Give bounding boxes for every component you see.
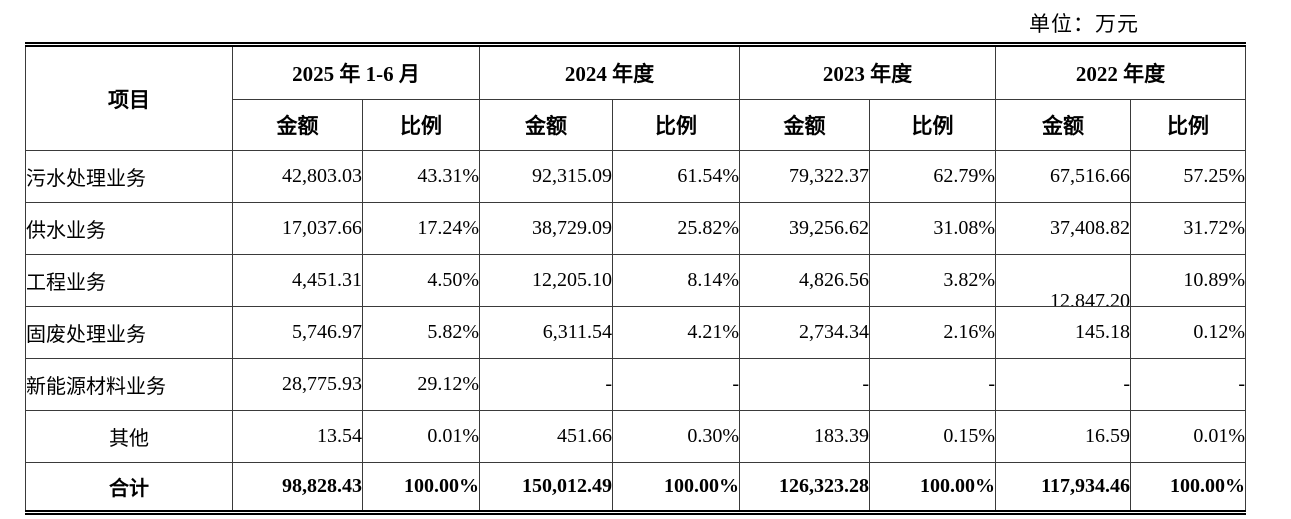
ratio-cell: 0.30% bbox=[612, 410, 740, 463]
amount-cell: - bbox=[479, 358, 613, 411]
amount-cell: 451.66 bbox=[479, 410, 613, 463]
row-label: 供水业务 bbox=[25, 202, 233, 255]
ratio-cell: 10.89% bbox=[1130, 254, 1246, 307]
ratio-cell: 100.00% bbox=[1130, 462, 1246, 513]
period-header-2023: 2023 年度 bbox=[739, 44, 996, 100]
ratio-cell: 100.00% bbox=[612, 462, 740, 513]
amount-cell: 98,828.43 bbox=[232, 462, 363, 513]
ratio-cell: 61.54% bbox=[612, 150, 740, 203]
ratio-cell: 62.79% bbox=[869, 150, 996, 203]
ratio-cell: - bbox=[612, 358, 740, 411]
amount-cell: 4,826.56 bbox=[739, 254, 870, 307]
amount-cell: 126,323.28 bbox=[739, 462, 870, 513]
amount-cell: 17,037.66 bbox=[232, 202, 363, 255]
subheader-ratio: 比例 bbox=[1130, 99, 1246, 151]
amount-cell: 183.39 bbox=[739, 410, 870, 463]
row-label: 合计 bbox=[25, 462, 233, 513]
amount-cell: 5,746.97 bbox=[232, 306, 363, 359]
amount-cell: - bbox=[995, 358, 1131, 411]
row-label: 工程业务 bbox=[25, 254, 233, 307]
subheader-amount: 金额 bbox=[232, 99, 363, 151]
ratio-cell: 17.24% bbox=[362, 202, 480, 255]
row-label: 固废处理业务 bbox=[25, 306, 233, 359]
table-row-sewage: 污水处理业务 42,803.03 43.31% 92,315.09 61.54%… bbox=[25, 150, 1246, 203]
table-row-total: 合计 98,828.43 100.00% 150,012.49 100.00% … bbox=[25, 462, 1246, 513]
ratio-cell: 0.01% bbox=[1130, 410, 1246, 463]
ratio-cell: - bbox=[1130, 358, 1246, 411]
amount-cell: 79,322.37 bbox=[739, 150, 870, 203]
amount-cell: 2,734.34 bbox=[739, 306, 870, 359]
ratio-cell: 2.16% bbox=[869, 306, 996, 359]
row-label: 污水处理业务 bbox=[25, 150, 233, 203]
period-header-2022: 2022 年度 bbox=[995, 44, 1246, 100]
amount-cell: 117,934.46 bbox=[995, 462, 1131, 513]
ratio-cell: 100.00% bbox=[362, 462, 480, 513]
amount-cell: 4,451.31 bbox=[232, 254, 363, 307]
subheader-ratio: 比例 bbox=[869, 99, 996, 151]
corner-header-item: 项目 bbox=[25, 44, 233, 151]
subheader-ratio: 比例 bbox=[362, 99, 480, 151]
ratio-cell: 100.00% bbox=[869, 462, 996, 513]
ratio-cell: 8.14% bbox=[612, 254, 740, 307]
row-label: 新能源材料业务 bbox=[25, 358, 233, 411]
subheader-ratio: 比例 bbox=[612, 99, 740, 151]
ratio-cell: 31.08% bbox=[869, 202, 996, 255]
ratio-cell: 43.31% bbox=[362, 150, 480, 203]
unit-label: 单位：万元 bbox=[1029, 12, 1139, 36]
amount-cell: 16.59 bbox=[995, 410, 1131, 463]
ratio-cell: 57.25% bbox=[1130, 150, 1246, 203]
amount-cell: 92,315.09 bbox=[479, 150, 613, 203]
table-row-water-supply: 供水业务 17,037.66 17.24% 38,729.09 25.82% 3… bbox=[25, 202, 1246, 255]
table-row-new-energy-materials: 新能源材料业务 28,775.93 29.12% - - - - - - bbox=[25, 358, 1246, 411]
subheader-amount: 金额 bbox=[995, 99, 1131, 151]
subheader-amount: 金额 bbox=[479, 99, 613, 151]
ratio-cell: 0.15% bbox=[869, 410, 996, 463]
ratio-cell: 5.82% bbox=[362, 306, 480, 359]
amount-cell: 37,408.82 bbox=[995, 202, 1131, 255]
table-row-other: 其他 13.54 0.01% 451.66 0.30% 183.39 0.15%… bbox=[25, 410, 1246, 463]
amount-cell: 13.54 bbox=[232, 410, 363, 463]
ratio-cell: 0.01% bbox=[362, 410, 480, 463]
ratio-cell: 4.50% bbox=[362, 254, 480, 307]
ratio-cell: 4.21% bbox=[612, 306, 740, 359]
ratio-cell: 29.12% bbox=[362, 358, 480, 411]
row-label: 其他 bbox=[25, 410, 233, 463]
amount-cell: 42,803.03 bbox=[232, 150, 363, 203]
table-row-solid-waste: 固废处理业务 5,746.97 5.82% 6,311.54 4.21% 2,7… bbox=[25, 306, 1246, 359]
ratio-cell: - bbox=[869, 358, 996, 411]
amount-cell: 38,729.09 bbox=[479, 202, 613, 255]
period-header-2024: 2024 年度 bbox=[479, 44, 740, 100]
segment-revenue-table: 项目 2025 年 1-6 月 2024 年度 2023 年度 2022 年度 … bbox=[25, 42, 1246, 515]
amount-cell-bottom-aligned: 12,847.20 bbox=[995, 254, 1131, 307]
amount-value: 12,847.20 bbox=[1050, 290, 1130, 307]
header-row-periods: 项目 2025 年 1-6 月 2024 年度 2023 年度 2022 年度 bbox=[25, 44, 1246, 151]
amount-cell: - bbox=[739, 358, 870, 411]
subheader-amount: 金额 bbox=[739, 99, 870, 151]
period-header-2025h1: 2025 年 1-6 月 bbox=[232, 44, 480, 100]
ratio-cell: 25.82% bbox=[612, 202, 740, 255]
ratio-cell: 0.12% bbox=[1130, 306, 1246, 359]
table-row-engineering: 工程业务 4,451.31 4.50% 12,205.10 8.14% 4,82… bbox=[25, 254, 1246, 307]
ratio-cell: 3.82% bbox=[869, 254, 996, 307]
amount-cell: 150,012.49 bbox=[479, 462, 613, 513]
amount-cell: 145.18 bbox=[995, 306, 1131, 359]
amount-cell: 39,256.62 bbox=[739, 202, 870, 255]
amount-cell: 28,775.93 bbox=[232, 358, 363, 411]
amount-cell: 12,205.10 bbox=[479, 254, 613, 307]
amount-cell: 6,311.54 bbox=[479, 306, 613, 359]
ratio-cell: 31.72% bbox=[1130, 202, 1246, 255]
amount-cell: 67,516.66 bbox=[995, 150, 1131, 203]
